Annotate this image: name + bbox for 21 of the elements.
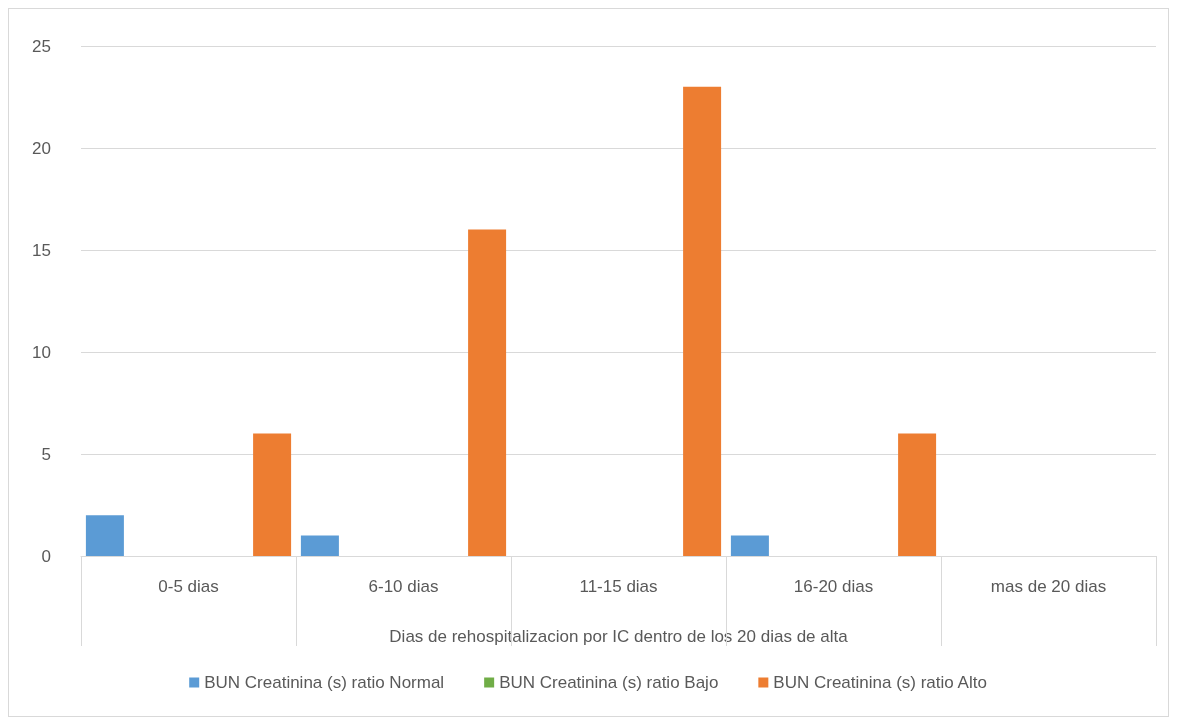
y-tick-label: 0 [41, 546, 51, 566]
y-tick-label: 25 [32, 36, 51, 56]
bar [468, 229, 507, 556]
y-tick-label: 10 [32, 342, 51, 362]
bar [730, 535, 769, 556]
bar [253, 433, 292, 556]
x-tick-label: 16-20 dias [793, 577, 874, 596]
x-tick-label: mas de 20 dias [990, 577, 1107, 596]
legend-label: BUN Creatinina (s) ratio Bajo [499, 673, 719, 692]
x-tick-label: 6-10 dias [368, 577, 439, 596]
x-tick-label: 0-5 dias [158, 577, 219, 596]
bar [85, 515, 124, 556]
bar [300, 535, 339, 556]
x-tick-label: 11-15 dias [579, 577, 658, 596]
y-tick-label: 15 [32, 240, 51, 260]
legend-label: BUN Creatinina (s) ratio Alto [773, 673, 987, 692]
bar [898, 433, 937, 556]
y-tick-label: 20 [32, 138, 51, 158]
bar [683, 86, 722, 556]
legend-label: BUN Creatinina (s) ratio Normal [204, 673, 445, 692]
y-tick-label: 5 [41, 444, 51, 464]
